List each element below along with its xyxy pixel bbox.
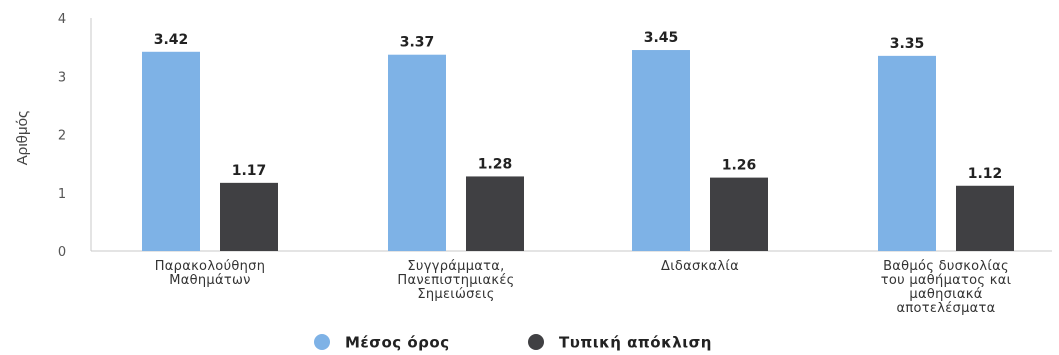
category-label: Διδασκαλία bbox=[661, 259, 739, 274]
bars bbox=[142, 50, 1014, 252]
bar-mean-0 bbox=[142, 51, 200, 251]
bar-mean-3 bbox=[878, 55, 936, 251]
legend-swatch bbox=[528, 334, 544, 350]
data-label: 3.45 bbox=[644, 30, 679, 46]
labels: 3.42 1.17 Παρακολούθηση Μαθημάτων 3.37 1.28 Συ… bbox=[154, 30, 1012, 316]
data-label: 1.26 bbox=[722, 158, 757, 174]
legend-swatch bbox=[314, 334, 330, 350]
y-tick-label: 0 bbox=[58, 245, 66, 260]
category-label: Βαθμός δυσκολίας του μαθήματος και μαθησια… bbox=[881, 259, 1012, 316]
y-tick-label: 2 bbox=[58, 129, 66, 144]
legend: Μέσος όρος Τυπική απόκλιση bbox=[314, 334, 712, 352]
bar-std-0 bbox=[220, 182, 278, 251]
bar-std-1 bbox=[466, 176, 524, 251]
data-label: 1.17 bbox=[232, 163, 267, 179]
y-tick-label: 4 bbox=[58, 12, 66, 27]
category-label: Συγγράμματα, Πανεπιστημιακές Σημειώσεις bbox=[397, 259, 514, 302]
data-label: 1.12 bbox=[968, 166, 1003, 182]
data-label: 3.37 bbox=[400, 35, 435, 51]
legend-label: Τυπική απόκλιση bbox=[559, 334, 712, 352]
bar-mean-2 bbox=[632, 50, 690, 251]
bar-std-2 bbox=[710, 177, 768, 251]
category-label: Παρακολούθηση Μαθημάτων bbox=[155, 259, 266, 288]
bar-std-3 bbox=[956, 185, 1014, 251]
legend-label: Μέσος όρος bbox=[345, 334, 450, 352]
data-label: 3.42 bbox=[154, 32, 189, 48]
y-axis-label: Αριθμός bbox=[14, 111, 31, 165]
y-tick-label: 3 bbox=[58, 70, 66, 85]
bar-mean-1 bbox=[388, 54, 446, 252]
data-label: 3.35 bbox=[890, 36, 925, 52]
data-label: 1.28 bbox=[478, 156, 513, 172]
y-tick-label: 1 bbox=[58, 187, 66, 202]
